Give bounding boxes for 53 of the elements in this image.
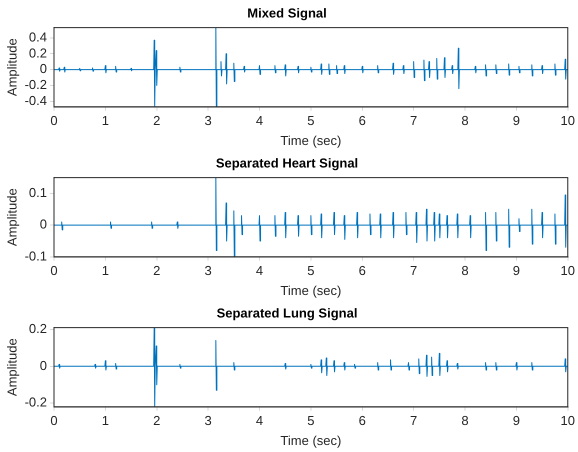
x-tick-label: 0 [50, 413, 58, 428]
x-tick-label: 3 [204, 263, 212, 278]
x-tick-label: 1 [102, 263, 109, 278]
x-tick-label: 2 [153, 263, 160, 278]
x-tick-label: 4 [256, 263, 264, 278]
x-tick-label: 9 [512, 263, 520, 278]
x-tick-label: 9 [512, 413, 520, 428]
y-tick-label: 0.2 [28, 45, 47, 60]
x-tick-label: 1 [102, 113, 109, 128]
x-tick-label: 8 [461, 263, 469, 278]
x-tick-label: 7 [410, 113, 418, 128]
x-tick-label: 5 [307, 113, 314, 128]
x-tick-label: 8 [461, 413, 469, 428]
y-tick-label: 0.2 [28, 321, 47, 336]
chart-title: Mixed Signal [247, 5, 327, 20]
x-tick-label: 6 [358, 263, 366, 278]
x-axis-title: Time (sec) [280, 432, 342, 448]
x-tick-label: 9 [512, 113, 520, 128]
x-tick-label: 2 [153, 413, 160, 428]
y-axis-title: Amplitude [4, 188, 20, 246]
y-tick-label: 0 [40, 216, 47, 232]
x-tick-label: 7 [410, 263, 418, 278]
x-tick-label: 10 [560, 263, 576, 278]
y-tick-label: 0 [40, 61, 47, 76]
x-tick-label: 5 [307, 263, 314, 278]
y-tick-label: -0.2 [24, 394, 47, 410]
x-tick-label: 5 [307, 413, 314, 428]
y-axis-title: Amplitude [4, 38, 20, 96]
y-tick-label: -0.1 [24, 248, 47, 264]
x-tick-label: 3 [204, 413, 212, 428]
x-tick-label: 4 [256, 113, 264, 128]
y-tick-label: 0 [40, 358, 47, 373]
y-tick-label: 0.1 [28, 185, 47, 200]
x-tick-label: 1 [102, 413, 109, 428]
chart-title: Separated Lung Signal [216, 305, 358, 320]
y-axis-title: Amplitude [4, 338, 20, 396]
x-tick-label: 4 [256, 413, 264, 428]
x-tick-label: 6 [358, 413, 366, 428]
x-tick-label: 10 [560, 113, 576, 128]
x-tick-label: 2 [153, 113, 160, 128]
x-tick-label: 7 [410, 413, 418, 428]
x-tick-label: 0 [50, 113, 58, 128]
y-tick-label: 0.4 [28, 29, 47, 44]
x-tick-label: 3 [204, 113, 212, 128]
chart-title: Separated Heart Signal [216, 155, 358, 170]
x-axis-title: Time (sec) [280, 282, 342, 298]
x-tick-label: 0 [50, 263, 58, 278]
x-tick-label: 8 [461, 113, 469, 128]
y-tick-label: -0.4 [24, 92, 47, 108]
x-axis-title: Time (sec) [280, 132, 342, 148]
x-tick-label: 6 [358, 113, 366, 128]
x-tick-label: 10 [560, 413, 576, 428]
y-tick-label: -0.2 [24, 76, 47, 92]
